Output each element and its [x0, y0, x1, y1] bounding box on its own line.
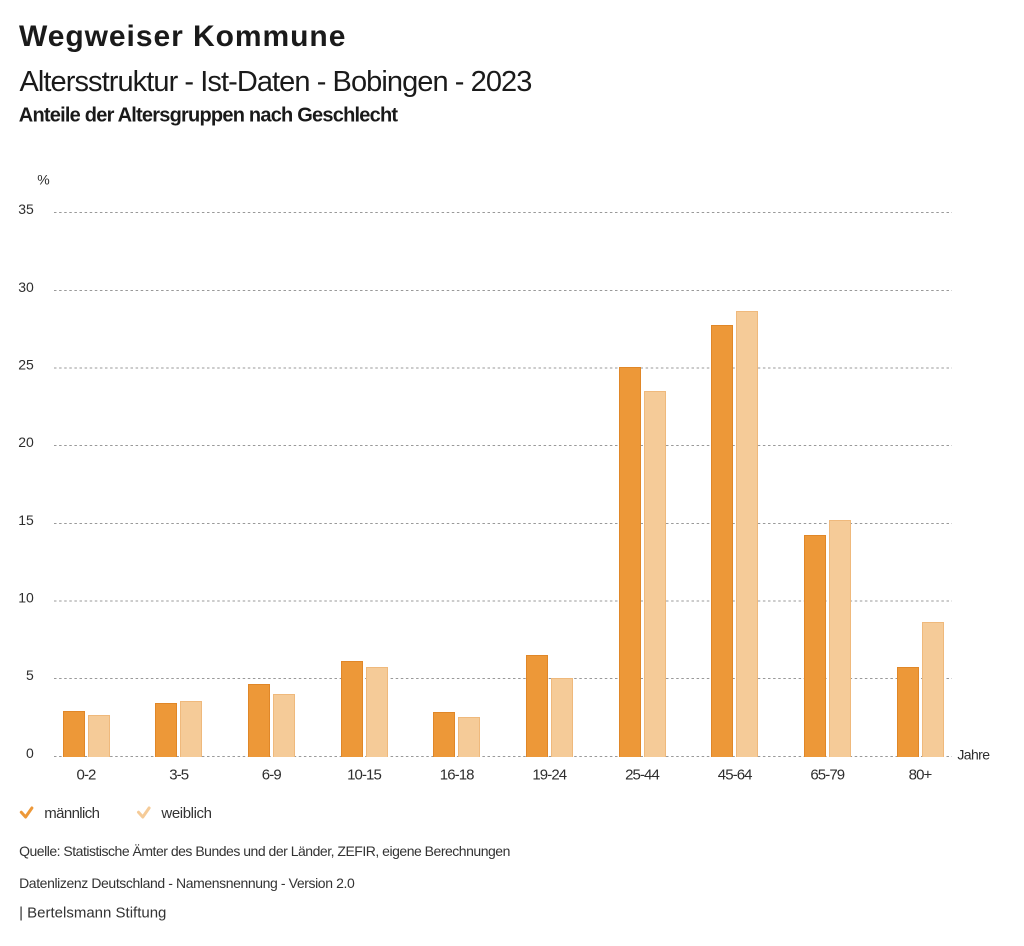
- svg-text:5: 5: [26, 667, 34, 683]
- svg-text:35: 35: [18, 201, 34, 217]
- svg-text:20: 20: [18, 434, 34, 450]
- svg-text:65-79: 65-79: [810, 767, 844, 784]
- svg-text:15: 15: [18, 512, 34, 528]
- svg-text:Jahre: Jahre: [957, 747, 990, 763]
- svg-text:3-5: 3-5: [169, 767, 189, 784]
- svg-text:0: 0: [26, 745, 34, 761]
- svg-text:Datenlizenz Deutschland - Name: Datenlizenz Deutschland - Namensnennung …: [19, 875, 355, 891]
- svg-text:männlich: männlich: [44, 805, 99, 822]
- svg-text:| Bertelsmann Stiftung: | Bertelsmann Stiftung: [19, 905, 166, 922]
- svg-text:0-2: 0-2: [77, 767, 97, 784]
- svg-text:16-18: 16-18: [440, 767, 474, 784]
- svg-text:Anteile der Altersgruppen nach: Anteile der Altersgruppen nach Geschlech…: [19, 105, 399, 127]
- svg-text:25-44: 25-44: [625, 767, 659, 784]
- svg-text:80+: 80+: [909, 767, 933, 784]
- svg-text:45-64: 45-64: [718, 767, 752, 784]
- svg-text:19-24: 19-24: [532, 767, 566, 784]
- svg-text:30: 30: [18, 279, 34, 295]
- svg-text:25: 25: [18, 357, 34, 373]
- svg-text:10: 10: [18, 590, 34, 606]
- svg-text:Quelle: Statistische Ämter des: Quelle: Statistische Ämter des Bundes un…: [19, 843, 510, 859]
- svg-text:%: %: [37, 171, 49, 187]
- svg-text:weiblich: weiblich: [160, 805, 211, 822]
- svg-text:6-9: 6-9: [262, 767, 282, 784]
- svg-text:Altersstruktur - Ist-Daten - B: Altersstruktur - Ist-Daten - Bobingen - …: [20, 66, 532, 98]
- svg-text:10-15: 10-15: [347, 767, 381, 784]
- svg-text:Wegweiser Kommune: Wegweiser Kommune: [19, 20, 346, 53]
